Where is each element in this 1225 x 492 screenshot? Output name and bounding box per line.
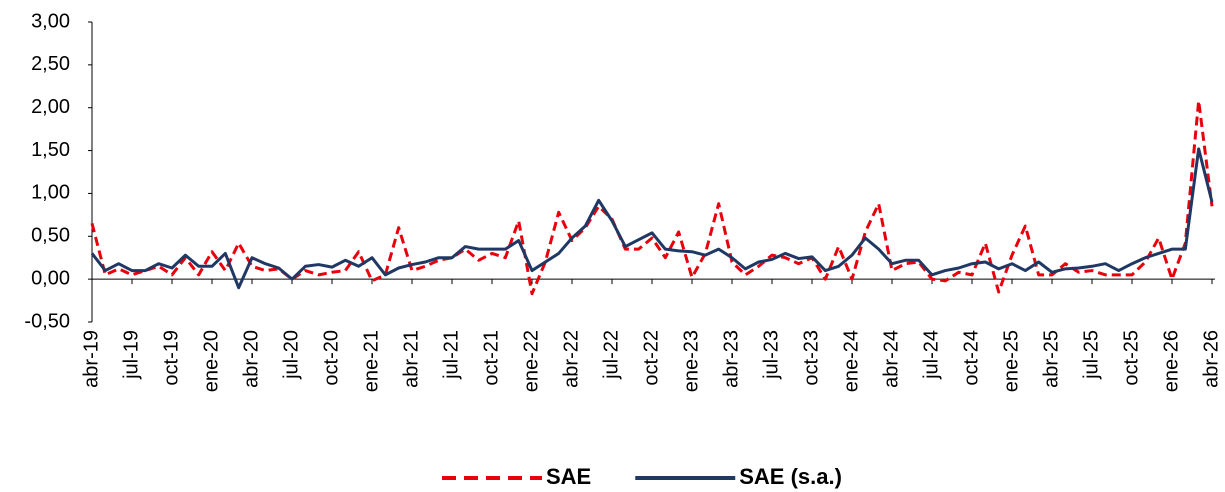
x-tick-label: abr-26 xyxy=(1200,330,1222,388)
legend-label: SAE (s.a.) xyxy=(739,464,842,489)
x-tick-label: jul-25 xyxy=(1080,330,1102,380)
y-tick-label: 1,50 xyxy=(31,139,70,161)
x-tick-label: abr-20 xyxy=(240,330,262,388)
x-tick-label: ene-25 xyxy=(1000,330,1022,392)
x-tick-label: oct-19 xyxy=(160,330,182,386)
x-tick-label: oct-20 xyxy=(320,330,342,386)
x-tick-label: oct-23 xyxy=(800,330,822,386)
x-tick-label: ene-23 xyxy=(680,330,702,392)
x-tick-label: ene-20 xyxy=(200,330,222,392)
y-tick-label: 3,00 xyxy=(31,10,70,32)
y-tick-label: 1,00 xyxy=(31,182,70,204)
x-tick-label: abr-24 xyxy=(880,330,902,388)
y-tick-label: 0,50 xyxy=(31,225,70,247)
x-tick-label: oct-25 xyxy=(1120,330,1142,386)
legend-label: SAE xyxy=(546,464,591,489)
y-tick-label: 0,00 xyxy=(31,267,70,289)
x-tick-label: jul-20 xyxy=(280,330,302,380)
x-tick-label: jul-21 xyxy=(440,330,462,380)
x-tick-label: oct-24 xyxy=(960,330,982,386)
x-tick-label: ene-26 xyxy=(1160,330,1182,392)
y-tick-label: -0,50 xyxy=(24,310,70,332)
x-tick-label: jul-24 xyxy=(920,330,942,380)
x-tick-label: abr-22 xyxy=(560,330,582,388)
x-tick-label: abr-23 xyxy=(720,330,742,388)
y-tick-label: 2,00 xyxy=(31,96,70,118)
x-tick-label: abr-21 xyxy=(400,330,422,388)
x-tick-label: jul-22 xyxy=(600,330,622,380)
series-line xyxy=(90,147,1214,290)
x-tick-label: jul-19 xyxy=(120,330,142,380)
x-tick-label: ene-22 xyxy=(520,330,542,392)
x-tick-label: ene-21 xyxy=(360,330,382,392)
y-tick-label: 2,50 xyxy=(31,53,70,75)
x-tick-label: abr-19 xyxy=(80,330,102,388)
x-tick-label: oct-22 xyxy=(640,330,662,386)
x-tick-label: ene-24 xyxy=(840,330,862,392)
x-tick-label: jul-23 xyxy=(760,330,782,380)
series-line xyxy=(90,99,1214,296)
x-tick-label: abr-25 xyxy=(1040,330,1062,388)
x-tick-label: oct-21 xyxy=(480,330,502,386)
